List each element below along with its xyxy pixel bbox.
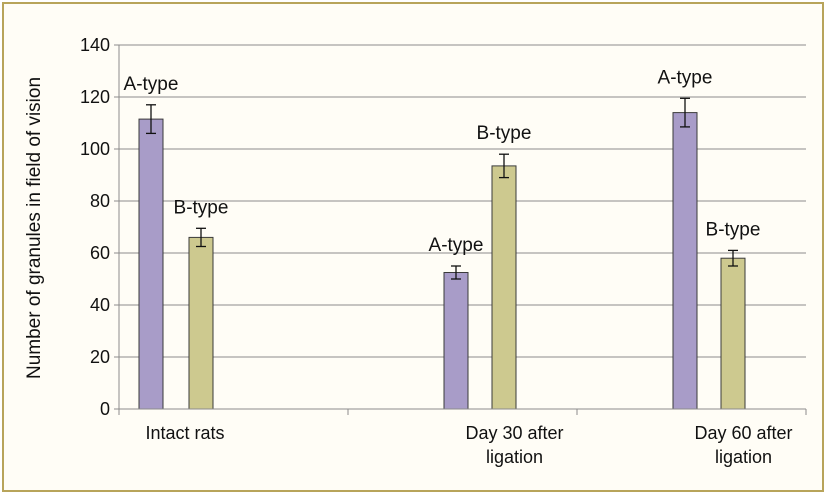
y-tick-label: 140 (80, 35, 110, 55)
category-label: Day 30 after (465, 423, 563, 443)
data-label: A-type (658, 67, 713, 88)
bar (672, 112, 698, 410)
data-label: B-type (477, 123, 532, 144)
y-tick-label: 100 (80, 139, 110, 159)
bar (443, 272, 469, 410)
bar (138, 118, 164, 410)
data-label: B-type (174, 197, 229, 218)
category-label: Intact rats (145, 423, 224, 443)
bar (188, 236, 214, 410)
bar-chart: Number of granules in field of vision 0 2… (24, 35, 807, 467)
y-tick-label: 0 (100, 399, 110, 419)
y-tick-label: 60 (90, 243, 110, 263)
bar (720, 257, 746, 410)
y-tick-label: 40 (90, 295, 110, 315)
y-tick-label: 120 (80, 87, 110, 107)
bar (491, 165, 517, 410)
axes (114, 44, 807, 415)
category-label: ligation (715, 447, 772, 467)
category-label: Day 60 after (694, 423, 792, 443)
y-tick-label: 80 (90, 191, 110, 211)
data-label: A-type (429, 235, 484, 256)
y-tick-label: 20 (90, 347, 110, 367)
data-label: B-type (706, 219, 761, 240)
data-label: A-type (124, 74, 179, 95)
labels: 0 20 40 60 80 100 120 140 A-type B-type Intact rat… (80, 35, 793, 467)
category-label: ligation (486, 447, 543, 467)
gridlines (119, 44, 806, 358)
y-axis-label: Number of granules in field of vision (24, 77, 45, 379)
